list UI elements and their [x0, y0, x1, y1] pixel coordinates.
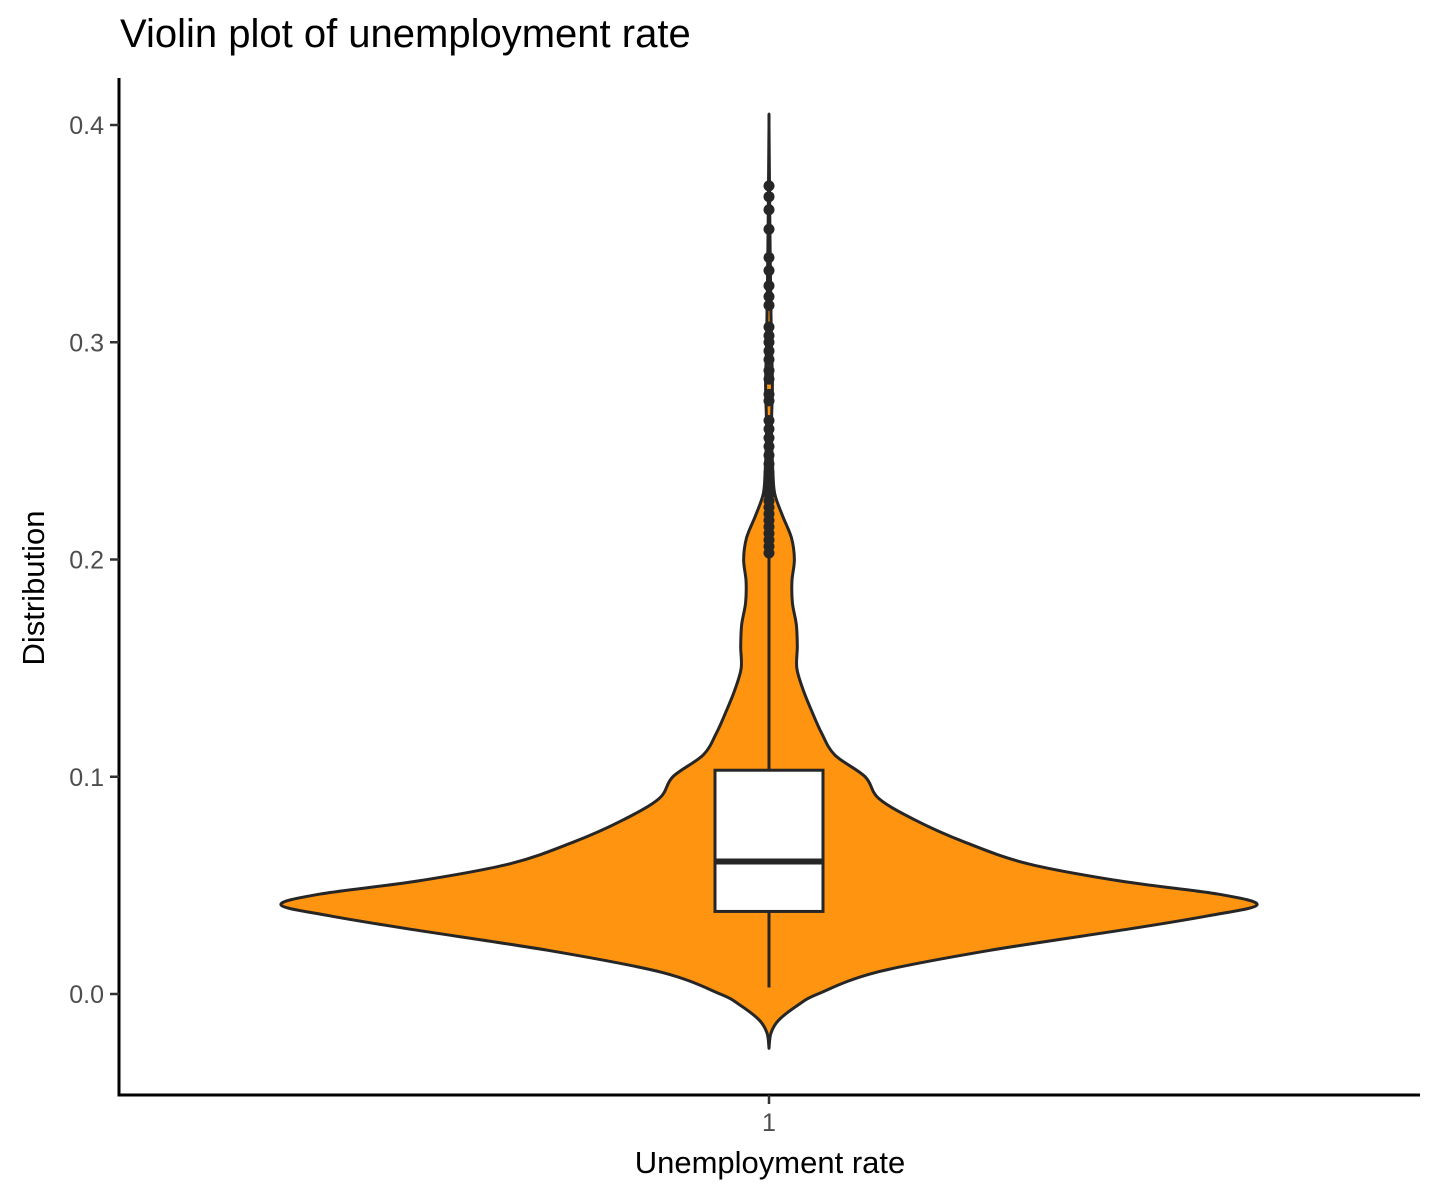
outlier-point	[763, 291, 775, 303]
outlier-point	[763, 364, 775, 376]
outlier-layer	[763, 180, 775, 559]
y-tick-label: 0.4	[69, 112, 104, 140]
y-tick-label: 0.3	[69, 329, 104, 357]
box-iqr	[713, 768, 825, 913]
outlier-point	[763, 423, 775, 435]
outlier-point	[763, 180, 775, 192]
outlier-point	[763, 345, 775, 357]
outlier-point	[763, 388, 775, 400]
axis-layer: 0.0 0.1 0.2 0.3 0.4 1	[69, 78, 1420, 1137]
outlier-point	[763, 373, 775, 385]
outlier-point	[763, 280, 775, 292]
outlier-point	[763, 467, 775, 479]
outlier-point	[763, 432, 775, 444]
y-tick-label: 0.2	[69, 547, 104, 575]
outlier-point	[763, 252, 775, 264]
outlier-point	[763, 330, 775, 342]
y-tick-label: 0.0	[69, 981, 104, 1009]
boxplot-layer	[713, 557, 825, 988]
outlier-point	[763, 458, 775, 470]
outlier-point	[763, 265, 775, 277]
outlier-point	[763, 204, 775, 216]
outlier-point	[763, 299, 775, 311]
outlier-point	[763, 191, 775, 203]
outlier-point	[763, 321, 775, 333]
x-tick-label: 1	[762, 1109, 776, 1137]
outlier-point	[763, 414, 775, 426]
outlier-point	[763, 449, 775, 461]
outlier-point	[763, 223, 775, 235]
outlier-point	[763, 354, 775, 366]
y-tick-label: 0.1	[69, 764, 104, 792]
chart-title: Violin plot of unemployment rate	[120, 12, 691, 56]
outlier-point	[763, 475, 775, 487]
outlier-point	[763, 441, 775, 453]
x-axis-title: Unemployment rate	[634, 1145, 906, 1180]
